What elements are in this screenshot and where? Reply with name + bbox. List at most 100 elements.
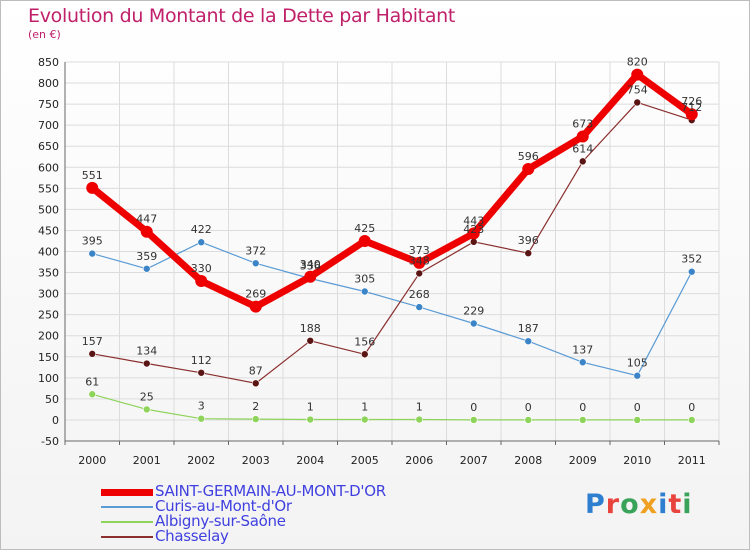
data-point — [142, 264, 151, 273]
data-point — [142, 405, 151, 414]
data-point — [469, 416, 478, 424]
x-tick-label: 2005 — [351, 454, 379, 467]
data-label: 156 — [354, 335, 375, 348]
data-point — [358, 234, 371, 247]
y-tick-label: 50 — [45, 393, 59, 406]
data-label: 268 — [409, 288, 430, 301]
x-tick-label: 2000 — [78, 454, 106, 467]
data-label: 372 — [245, 244, 266, 257]
data-point — [415, 303, 424, 311]
chart-title: Evolution du Montant de la Dette par Hab… — [28, 5, 456, 27]
series-lines — [88, 71, 696, 421]
x-tick-label: 2002 — [187, 454, 215, 467]
data-label: 359 — [136, 250, 157, 263]
data-point — [88, 390, 97, 399]
data-label: 0 — [525, 401, 532, 414]
data-point — [251, 379, 260, 388]
data-point — [306, 336, 315, 345]
legend-swatch — [101, 506, 153, 508]
legend-swatch — [101, 521, 153, 523]
legend-label: Albigny-sur-Saône — [155, 512, 286, 530]
y-tick-label: 400 — [38, 246, 59, 259]
data-point — [469, 319, 478, 328]
data-label: 61 — [85, 375, 99, 388]
data-point — [251, 259, 260, 268]
data-point — [249, 300, 262, 313]
data-point — [633, 371, 642, 380]
data-label: 1 — [307, 401, 314, 414]
y-tick-label: 800 — [38, 77, 59, 90]
data-label: 614 — [572, 142, 593, 155]
data-point — [88, 249, 97, 258]
data-point — [413, 256, 426, 269]
data-label: 305 — [354, 273, 375, 286]
y-tick-label: 700 — [38, 119, 59, 132]
series-line — [91, 101, 693, 384]
x-tick-label: 2003 — [242, 454, 270, 467]
x-tick-label: 2008 — [514, 454, 542, 467]
logo-letter: i — [658, 489, 669, 520]
data-point — [304, 270, 317, 283]
data-label: 373 — [409, 244, 430, 257]
data-point — [88, 350, 97, 358]
data-point — [685, 108, 698, 121]
data-label: 0 — [470, 401, 477, 414]
data-point — [360, 415, 369, 424]
data-label: 340 — [300, 258, 321, 271]
logo-letter: i — [682, 489, 693, 520]
data-label: 137 — [572, 343, 593, 356]
data-label: 87 — [249, 364, 263, 377]
y-tick-label: 450 — [38, 224, 59, 237]
x-tick-label: 2007 — [460, 454, 488, 467]
data-point — [687, 416, 696, 424]
data-label: 712 — [681, 101, 702, 114]
data-label: 1 — [416, 401, 423, 414]
data-point — [524, 337, 533, 345]
data-label: 330 — [191, 262, 212, 275]
y-tick-label: 500 — [38, 203, 59, 216]
y-tick-label: 550 — [38, 182, 59, 195]
data-point — [576, 130, 589, 143]
series-line — [88, 71, 696, 311]
x-tick-labels: 2000 2001 2002 2003 2004 2005 2006 2007 2008 2009… — [78, 454, 706, 467]
data-point — [197, 238, 206, 247]
data-label: 447 — [136, 213, 157, 226]
y-tick-label: 350 — [38, 267, 59, 280]
y-tick-label: 850 — [38, 56, 59, 69]
logo-letter: t — [668, 489, 683, 520]
legend-label: SAINT-GERMAIN-AU-MONT-D'OR — [155, 482, 386, 500]
data-point — [360, 350, 369, 359]
data-label: 673 — [572, 118, 593, 131]
logo-letter: x — [639, 489, 659, 520]
data-point — [687, 267, 696, 276]
data-point — [524, 249, 533, 257]
data-point — [633, 416, 642, 424]
x-tick-label: 2010 — [623, 454, 651, 467]
series-line — [91, 241, 693, 377]
data-point — [522, 162, 535, 175]
data-point — [415, 269, 424, 278]
y-tick-label: 600 — [38, 161, 59, 174]
data-point — [360, 287, 369, 296]
y-tick-label: 650 — [38, 140, 59, 153]
data-label: 348 — [409, 254, 430, 267]
y-tick-label: -50 — [41, 435, 59, 448]
data-label: 754 — [627, 83, 648, 96]
data-point — [467, 227, 480, 240]
data-label: 269 — [245, 288, 266, 301]
x-tick-label: 2011 — [678, 454, 706, 467]
data-point — [251, 415, 260, 423]
legend-swatch — [101, 536, 153, 538]
data-label: 187 — [518, 322, 539, 335]
data-point — [197, 368, 206, 377]
data-point — [415, 415, 424, 424]
data-label: 3 — [198, 400, 205, 413]
chart-subtitle: (en €) — [28, 28, 61, 41]
data-label: 352 — [681, 253, 702, 266]
data-point — [578, 416, 587, 424]
data-point — [306, 415, 315, 424]
data-point — [197, 414, 206, 423]
legend-swatch — [101, 488, 153, 496]
data-label: 425 — [354, 222, 375, 235]
y-tick-label: 250 — [38, 309, 59, 322]
